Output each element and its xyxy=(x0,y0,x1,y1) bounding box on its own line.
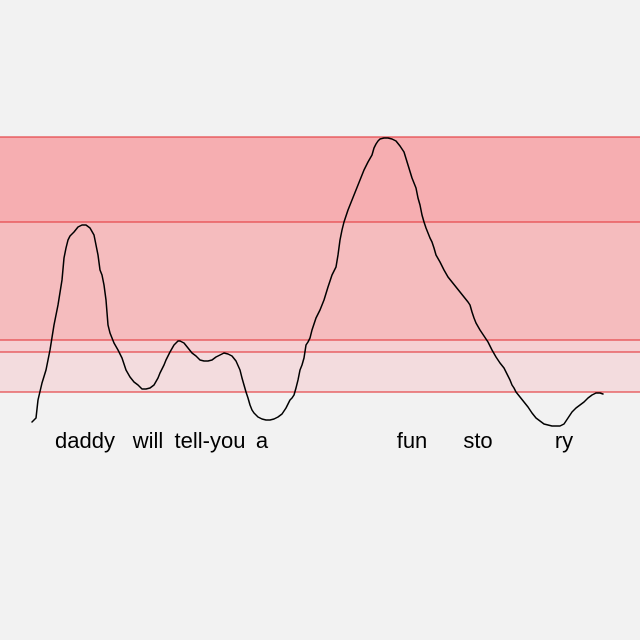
pitch-bands xyxy=(0,137,640,392)
syllable-label-5: fun xyxy=(397,428,428,453)
syllable-label-2: will xyxy=(132,428,164,453)
syllable-label-3: tell-you xyxy=(175,428,246,453)
syllable-label-7: ry xyxy=(555,428,573,453)
pitch-band-4 xyxy=(0,352,640,392)
pitch-band-1 xyxy=(0,137,640,222)
pitch-band-2 xyxy=(0,222,640,340)
syllable-labels: daddy will tell-you a fun sto ry xyxy=(55,428,573,453)
pitch-band-3 xyxy=(0,340,640,352)
syllable-label-4: a xyxy=(256,428,269,453)
pitch-series xyxy=(31,137,604,427)
pitch-contour-line-1 xyxy=(31,137,604,427)
reference-lines xyxy=(0,136,640,393)
syllable-label-1: daddy xyxy=(55,428,115,453)
syllable-label-6: sto xyxy=(463,428,492,453)
